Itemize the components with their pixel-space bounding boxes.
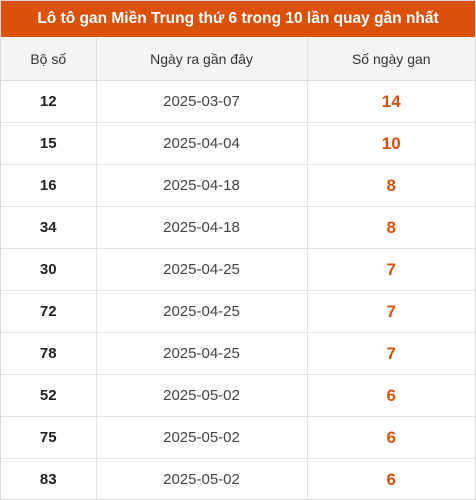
- days-absent-count: 7: [306, 248, 475, 291]
- lotto-number: 15: [1, 122, 96, 165]
- last-appearance-date: 2025-04-25: [95, 332, 307, 375]
- last-appearance-date: 2025-05-02: [95, 458, 307, 500]
- lotto-number: 78: [1, 332, 96, 375]
- table-row: 72 2025-04-25 7: [1, 290, 475, 333]
- lotto-number: 30: [1, 248, 96, 291]
- column-header-days: Số ngày gan: [306, 37, 475, 81]
- last-appearance-date: 2025-04-18: [95, 206, 307, 249]
- column-header-last-date: Ngày ra gần đây: [95, 37, 307, 81]
- lotto-number: 12: [39, 93, 57, 110]
- days-absent-count: 14: [306, 80, 475, 123]
- table-row: 12 2025-03-07 14: [1, 80, 475, 123]
- lotto-number: 72: [1, 290, 96, 333]
- last-appearance-date: 2025-05-02: [95, 416, 307, 459]
- header-row: Bộ số Ngày ra gần đây Số ngày gan: [1, 37, 475, 81]
- last-appearance-date: 2025-05-02: [95, 374, 307, 417]
- days-absent-count: 7: [306, 290, 475, 333]
- last-appearance-date: 2025-04-25: [95, 290, 307, 333]
- lotto-number: 83: [1, 458, 96, 500]
- lo-gan-table: Bộ số Ngày ra gần đây Số ngày gan 12 2025…: [1, 37, 475, 500]
- table-row: 75 2025-05-02 6: [1, 416, 475, 459]
- lotto-number: 52: [1, 374, 96, 417]
- last-appearance-date: 2025-04-18: [95, 164, 307, 207]
- table-row: 52 2025-05-02 6: [1, 374, 475, 417]
- last-appearance-date: 2025-04-04: [95, 122, 307, 165]
- table-row: 16 2025-04-18 8: [1, 164, 475, 207]
- days-absent-count: 8: [306, 164, 475, 207]
- table-row: 83 2025-05-02 6: [1, 458, 475, 500]
- days-absent-count: 6: [306, 374, 475, 417]
- days-absent-count: 6: [306, 416, 475, 459]
- lotto-number: 34: [1, 206, 96, 249]
- days-absent-count: 8: [306, 206, 475, 249]
- days-absent-count: 10: [306, 122, 475, 165]
- days-absent-count: 6: [306, 458, 475, 500]
- table-row: 15 2025-04-04 10: [1, 122, 475, 165]
- table-row: 30 2025-04-25 7: [1, 248, 475, 291]
- column-header-number: Bộ số: [1, 37, 96, 81]
- table-row: 34 2025-04-18 8: [1, 206, 475, 249]
- last-appearance-date: 2025-03-07: [95, 80, 307, 123]
- table-title: Lô tô gan Miền Trung thứ 6 trong 10 lần …: [1, 1, 475, 37]
- days-absent-count: 7: [306, 332, 475, 375]
- lotto-number: 75: [1, 416, 96, 459]
- table-header: Bộ số Ngày ra gần đây Số ngày gan: [1, 37, 475, 81]
- table-body: 12 2025-03-07 14 15 2025-04-04 10 16 2025-04-18…: [1, 80, 475, 500]
- table-row: 78 2025-04-25 7: [1, 332, 475, 375]
- last-appearance-date: 2025-04-25: [95, 248, 307, 291]
- lotto-number: 16: [1, 164, 96, 207]
